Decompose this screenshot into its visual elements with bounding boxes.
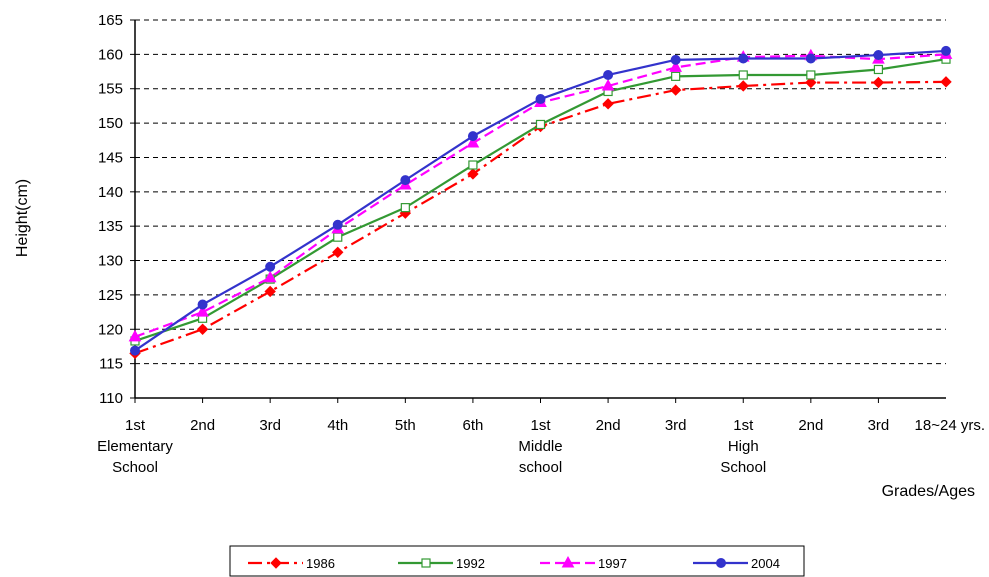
x-tick-label: 6th (462, 417, 483, 434)
legend-label-1997: 1997 (598, 556, 627, 571)
x-tick-label: 2nd (190, 417, 215, 434)
data-point-1986 (196, 323, 209, 335)
data-point-1997 (601, 78, 615, 91)
data-point-2004 (670, 54, 681, 65)
x-tick-label: 2nd (596, 417, 621, 434)
data-point-1992 (535, 119, 546, 130)
x-tick-label: High (728, 438, 759, 455)
x-tick-label: 2nd (798, 417, 823, 434)
x-tick-label: 4th (327, 417, 348, 434)
x-tick-label: 3rd (259, 417, 281, 434)
y-tick-label: 145 (98, 149, 123, 166)
legend-marker-1986 (270, 557, 282, 569)
axes (134, 20, 946, 399)
y-tick-label: 135 (98, 218, 123, 235)
y-tick-label: 115 (99, 356, 123, 373)
y-tick-label: 130 (98, 253, 123, 270)
data-point-1992 (400, 203, 410, 213)
x-tick-label: Elementary (97, 438, 173, 455)
x-tick-label: School (112, 459, 158, 476)
legend-marker-1992 (421, 558, 431, 568)
data-point-2004 (805, 53, 816, 64)
y-tick-label: 120 (98, 321, 123, 338)
data-point-1997 (196, 305, 209, 317)
data-point-2004 (873, 50, 884, 61)
data-point-2004 (738, 53, 749, 64)
data-point-1992 (738, 70, 748, 80)
series-markers (128, 45, 953, 360)
legend: 1986 1992 1997 2004 (229, 545, 805, 577)
data-point-1986 (264, 285, 276, 298)
data-point-2004 (400, 175, 411, 186)
data-point-1992 (806, 70, 816, 80)
legend-items: 1986 1992 1997 2004 (248, 555, 780, 571)
data-point-1997 (128, 329, 142, 342)
data-point-2004 (467, 131, 478, 142)
grid-lines (135, 19, 946, 365)
legend-marker-1997 (561, 555, 575, 568)
y-tick-label: 160 (98, 46, 123, 63)
x-tick-label: 5th (395, 417, 416, 434)
data-point-1986 (602, 98, 614, 110)
data-point-1986 (805, 76, 817, 89)
y-tick-label: 140 (98, 184, 123, 201)
legend-box (229, 545, 805, 577)
y-tick-label: 165 (98, 12, 123, 29)
x-tick-label: 18~24 yrs. (915, 417, 985, 434)
data-point-1992 (333, 232, 343, 242)
data-point-2004 (197, 299, 208, 310)
x-tick-label: 1st (733, 417, 754, 434)
data-point-2004 (941, 45, 951, 56)
data-point-1997 (669, 60, 683, 72)
data-point-2004 (130, 345, 140, 356)
data-point-1986 (669, 84, 682, 96)
x-axis-title: Grades/Ages (882, 483, 975, 500)
data-point-2004 (603, 69, 614, 80)
data-point-1986 (872, 76, 885, 89)
x-tick-label: Middle (518, 438, 562, 455)
x-tick-labels: 1st Elementary School 2nd 3rd 4th 5th 6th 1st Mid… (97, 398, 985, 476)
x-tick-label: School (720, 459, 766, 476)
legend-label-1992: 1992 (456, 556, 485, 571)
data-point-1986 (467, 168, 479, 180)
x-tick-label: 3rd (868, 417, 890, 434)
x-tick-label: 1st (530, 417, 551, 434)
y-tick-label: 110 (99, 390, 123, 407)
x-tick-label: 3rd (665, 417, 687, 434)
y-tick-label: 155 (98, 81, 123, 98)
legend-marker-2004 (716, 558, 726, 568)
data-point-1997 (263, 270, 277, 283)
data-point-1986 (332, 246, 344, 259)
y-axis-title: Height(cm) (14, 179, 31, 257)
x-tick-label: 1st (125, 417, 146, 434)
data-point-2004 (535, 94, 546, 105)
data-point-2004 (265, 261, 276, 272)
data-point-1992 (468, 160, 478, 170)
y-tick-labels: 110 115 120 125 130 135 140 145 150 155 160 165 (98, 12, 135, 407)
y-tick-label: 125 (98, 287, 123, 304)
legend-label-2004: 2004 (751, 556, 780, 571)
legend-label-1986: 1986 (306, 556, 335, 571)
data-point-1992 (671, 71, 681, 81)
y-tick-label: 150 (98, 115, 123, 132)
data-point-1986 (737, 80, 749, 92)
data-point-1997 (466, 135, 480, 148)
data-point-1992 (873, 64, 884, 75)
x-tick-label: school (519, 459, 562, 476)
data-point-2004 (332, 219, 343, 230)
data-point-1986 (940, 76, 952, 88)
